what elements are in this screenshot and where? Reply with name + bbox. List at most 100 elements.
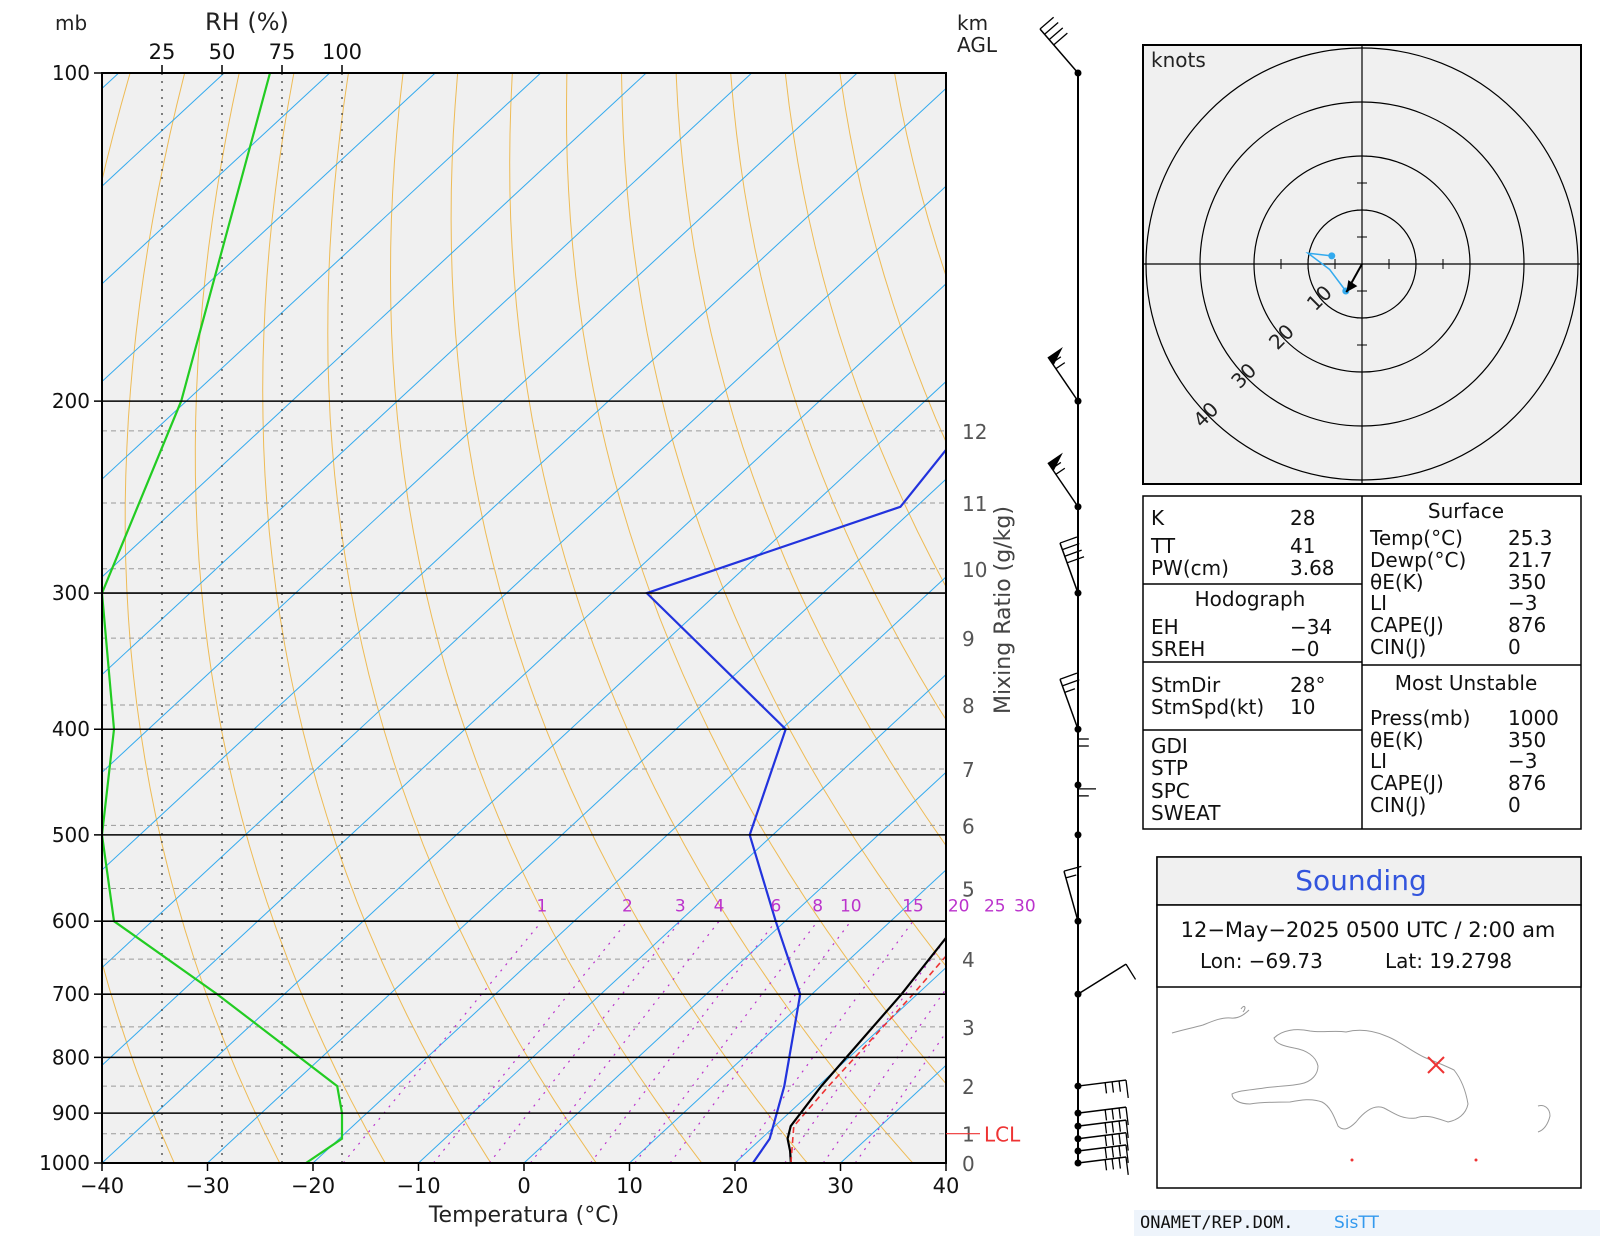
rh-tick-label: 75 (269, 40, 296, 64)
wind-barb (1039, 16, 1079, 74)
indices-table: K 28 TT 41 PW(cm) 3.68 Hodograph EH −34 … (1142, 495, 1582, 830)
sounding-info-box: Sounding 12−May−2025 0500 UTC / 2:00 am … (1156, 856, 1582, 1189)
spc-label: SPC (1151, 779, 1190, 803)
wind-barb (1047, 452, 1079, 508)
wind-barb-flag (1118, 1157, 1122, 1169)
pressure-tick-label: 400 (52, 717, 90, 741)
wind-barb-staff (1077, 1079, 1127, 1087)
wind-barb-flag (1125, 963, 1137, 980)
mixing-ratio-tick-label: 2 (622, 897, 633, 917)
wind-barb-flag (1055, 467, 1066, 475)
isotherm-line (312, 576, 946, 1163)
wind-barb-flag (1104, 1109, 1108, 1121)
footer-agency: ONAMET/REP.DOM. (1140, 1213, 1294, 1233)
isotherm-line (102, 73, 542, 480)
mu-cape-label: CAPE(J) (1370, 771, 1444, 795)
surface-li-label: LI (1370, 591, 1387, 615)
temperature-tick-label: 40 (933, 1174, 960, 1198)
sreh-label: SREH (1151, 637, 1205, 661)
pressure-unit-label: mb (55, 11, 87, 35)
mixing-ratio-line (530, 920, 720, 1163)
wind-barb (1077, 788, 1096, 835)
mu-press-label: Press(mb) (1370, 706, 1470, 730)
wind-barb-flag (1062, 679, 1080, 687)
hodograph-section-title: Hodograph (1195, 587, 1306, 611)
wind-barb-flag (1059, 536, 1078, 544)
isotherm-line (207, 478, 946, 1163)
height-tick-label: 7 (962, 758, 975, 782)
height-tick-label: 11 (962, 492, 987, 516)
sreh-value: −0 (1290, 637, 1319, 661)
k-index-value: 28 (1290, 506, 1315, 530)
mu-cin-value: 0 (1508, 793, 1521, 817)
pressure-tick-label: 200 (52, 389, 90, 413)
pressure-tick-label: 900 (52, 1101, 90, 1125)
mu-theta-value: 350 (1508, 728, 1546, 752)
surface-temp-label: Temp(°C) (1369, 526, 1463, 550)
wind-barb-flag (1104, 1122, 1108, 1134)
map-coastline-cuba (1171, 1005, 1250, 1034)
dry-adiabat (784, 73, 946, 588)
wind-barb-flag (1104, 1135, 1108, 1147)
height-tick-label: 3 (962, 1016, 975, 1040)
wind-barb-flag (1118, 1120, 1122, 1132)
wind-barb-flag (1066, 556, 1085, 564)
dry-adiabat (894, 73, 946, 278)
wind-barb-flag (1053, 32, 1068, 46)
wind-barb-flag (1104, 1082, 1108, 1094)
dry-adiabat (327, 73, 597, 1163)
dry-adiabat (565, 73, 946, 1085)
isotherm-line (102, 380, 946, 1163)
sounding-lat: Lat: 19.2798 (1385, 949, 1512, 973)
k-index-label: K (1151, 506, 1165, 530)
wind-barb-flag (1118, 1080, 1122, 1092)
hodograph-units-label: knots (1151, 48, 1206, 72)
lcl-label: LCL (984, 1123, 1021, 1147)
isotherm-line (102, 185, 946, 969)
wind-barb (1077, 963, 1137, 995)
storm-dir-value: 28° (1290, 673, 1325, 697)
surface-dewp-value: 21.7 (1508, 548, 1553, 572)
eh-value: −34 (1290, 615, 1332, 639)
mu-press-value: 1000 (1508, 706, 1559, 730)
dry-adiabat (194, 73, 386, 1163)
temperature-tick-label: 0 (517, 1174, 530, 1198)
wind-barb-staff (1063, 870, 1079, 922)
wind-barb-flag (1048, 27, 1064, 41)
wind-barb-pennant (1048, 452, 1063, 472)
wind-barb-flag (1063, 865, 1082, 872)
sounding-title-bar (1156, 856, 1582, 906)
pressure-tick-label: 700 (52, 982, 90, 1006)
mixing-ratio-tick-label: 8 (812, 897, 823, 917)
wind-barb-flag (1118, 1107, 1122, 1119)
wind-barb (1077, 1144, 1129, 1163)
pressure-tick-label: 800 (52, 1045, 90, 1069)
wind-barb-staff (1047, 462, 1079, 508)
isotherm-line (102, 73, 753, 676)
surface-cin-label: CIN(J) (1370, 635, 1426, 659)
wind-barb (1077, 1156, 1129, 1175)
wind-barb-flag (1125, 1120, 1129, 1139)
wind-barb-flag (1111, 1081, 1115, 1093)
isotherm-line (629, 869, 946, 1163)
mixing-ratio-line (822, 988, 946, 1163)
station-marker (1427, 1056, 1445, 1074)
dry-adiabat (0, 49, 83, 1186)
dry-adiabat (0, 49, 30, 1186)
wind-barb-staff (1077, 1144, 1127, 1152)
mixing-ratio-tick-label: 1 (537, 897, 548, 917)
location-map (1171, 1005, 1551, 1162)
wind-barb (1059, 672, 1080, 730)
surface-dewp-label: Dewp(°C) (1370, 548, 1466, 572)
wind-barb-staff (1039, 28, 1079, 74)
km-agl-title: AGL (957, 33, 998, 57)
height-tick-label: 6 (962, 814, 975, 838)
pressure-tick-label: 300 (52, 581, 90, 605)
wind-barb-staff (1077, 1106, 1127, 1114)
mu-li-label: LI (1370, 749, 1387, 773)
height-tick-label: 10 (962, 558, 987, 582)
temperature-tick-label: 30 (827, 1174, 854, 1198)
isotherm-line (102, 283, 946, 1066)
isotherm-line (418, 673, 946, 1163)
